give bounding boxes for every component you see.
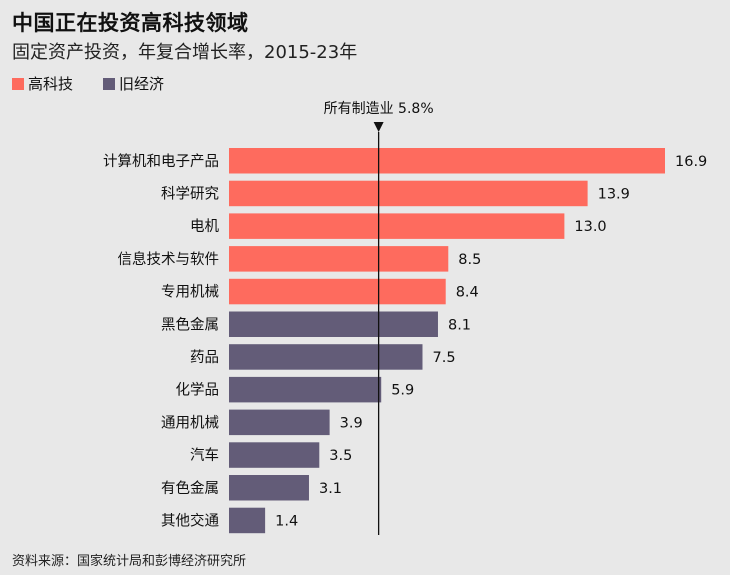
- bar: [229, 409, 330, 436]
- value-label: 3.1: [319, 481, 342, 497]
- category-label: 化学品: [176, 382, 220, 399]
- value-label: 8.4: [456, 285, 479, 301]
- bar: [229, 278, 446, 305]
- legend-swatch-old-economy: [103, 77, 116, 90]
- bar: [229, 475, 309, 501]
- legend-label-old-economy: 旧经济: [119, 75, 165, 93]
- bar: [229, 344, 423, 370]
- legend: 高科技 旧经济: [12, 73, 164, 94]
- category-label: 药品: [190, 349, 219, 366]
- value-label: 1.4: [275, 513, 298, 529]
- category-label: 其他交通: [161, 511, 219, 529]
- chart-title: 中国正在投资高科技领域: [12, 11, 249, 35]
- category-label: 有色金属: [161, 480, 219, 497]
- value-label: 3.5: [329, 448, 352, 464]
- bar: [229, 507, 266, 534]
- category-label: 电机: [190, 218, 219, 235]
- bar: [229, 311, 438, 337]
- value-label: 16.9: [675, 154, 707, 170]
- value-label: 7.5: [432, 350, 455, 366]
- value-label: 8.1: [448, 317, 471, 333]
- category-label: 计算机和电子产品: [103, 153, 219, 170]
- category-label: 黑色金属: [161, 316, 219, 333]
- value-label: 13.0: [574, 219, 606, 235]
- bar: [229, 213, 565, 239]
- source-note: 资料来源：国家统计局和彭博经济研究所: [12, 554, 247, 569]
- bar: [229, 148, 665, 174]
- category-label: 科学研究: [161, 185, 219, 202]
- legend-swatch-high-tech: [12, 77, 24, 90]
- category-label: 汽车: [190, 447, 219, 464]
- category-label: 通用机械: [161, 414, 219, 431]
- category-label: 信息技术与软件: [118, 251, 220, 268]
- bar: [229, 246, 449, 272]
- legend-label-high-tech: 高科技: [28, 75, 74, 93]
- value-label: 8.5: [458, 252, 481, 268]
- value-label: 13.9: [598, 186, 630, 202]
- bar: [229, 442, 320, 468]
- legend-item-old-economy: 旧经济: [103, 73, 164, 94]
- bar: [229, 180, 588, 207]
- reference-marker: [373, 122, 384, 132]
- legend-item-high-tech: 高科技: [12, 73, 73, 94]
- chart-subtitle: 固定资产投资，年复合增长率，2015-23年: [12, 42, 358, 63]
- bar: [229, 376, 382, 403]
- value-label: 5.9: [391, 383, 414, 399]
- value-label: 3.9: [340, 415, 363, 431]
- category-label: 专用机械: [161, 284, 219, 301]
- reference-label: 所有制造业 5.8%: [324, 101, 434, 117]
